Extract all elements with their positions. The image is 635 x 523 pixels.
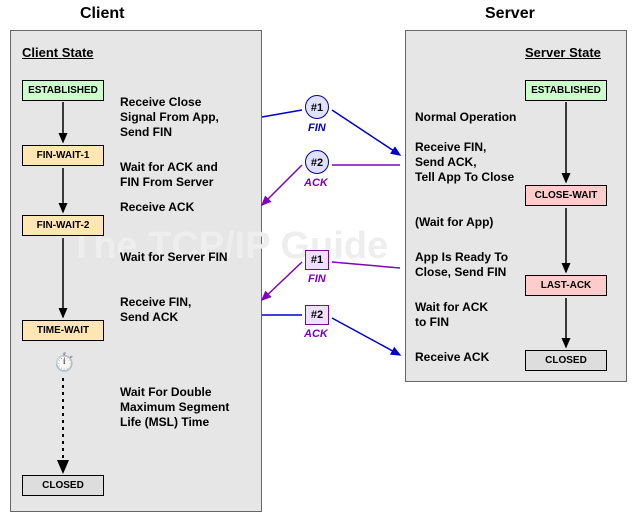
state-closewait: CLOSE-WAIT — [525, 185, 607, 206]
state-finwait2: FIN-WAIT-2 — [22, 215, 104, 236]
server-title: Server — [485, 5, 535, 23]
fin-label-1: FIN — [308, 122, 326, 134]
state-timewait: TIME-WAIT — [22, 320, 104, 341]
state-finwait1: FIN-WAIT-1 — [22, 145, 104, 166]
server-annot-3: (Wait for App) — [415, 215, 493, 230]
fin-label-2: FIN — [308, 273, 326, 285]
server-annot-6: Receive ACK — [415, 350, 489, 365]
client-annot-2: Wait for ACK and FIN From Server — [120, 160, 218, 190]
state-established-client: ESTABLISHED — [22, 80, 104, 101]
watermark-text: The TCP/IP Guide — [70, 225, 388, 268]
server-annot-2: Receive FIN, Send ACK, Tell App To Close — [415, 140, 514, 185]
client-annot-5: Receive FIN, Send ACK — [120, 295, 191, 325]
client-annot-1: Receive Close Signal From App, Send FIN — [120, 95, 219, 140]
ack-marker-1: #1 — [305, 250, 329, 270]
server-annot-1: Normal Operation — [415, 110, 516, 125]
timer-icon: ⏱️ — [53, 352, 75, 373]
server-state-header: Server State — [525, 45, 601, 60]
server-annot-5: Wait for ACK to FIN — [415, 300, 488, 330]
client-annot-6: Wait For Double Maximum Segment Life (MS… — [120, 385, 229, 430]
client-title: Client — [80, 5, 124, 23]
state-lastack: LAST-ACK — [525, 275, 607, 296]
state-closed-server: CLOSED — [525, 350, 607, 371]
state-closed-client: CLOSED — [22, 475, 104, 496]
fin-marker-2: #2 — [305, 150, 329, 174]
ack-label-2: ACK — [304, 328, 328, 340]
client-annot-4: Wait for Server FIN — [120, 250, 228, 265]
client-annot-3: Receive ACK — [120, 200, 194, 215]
ack-marker-2: #2 — [305, 305, 329, 325]
ack-label-1: ACK — [304, 177, 328, 189]
fin-marker-1: #1 — [305, 95, 329, 119]
state-established-server: ESTABLISHED — [525, 80, 607, 101]
server-annot-4: App Is Ready To Close, Send FIN — [415, 250, 508, 280]
client-state-header: Client State — [22, 45, 94, 60]
